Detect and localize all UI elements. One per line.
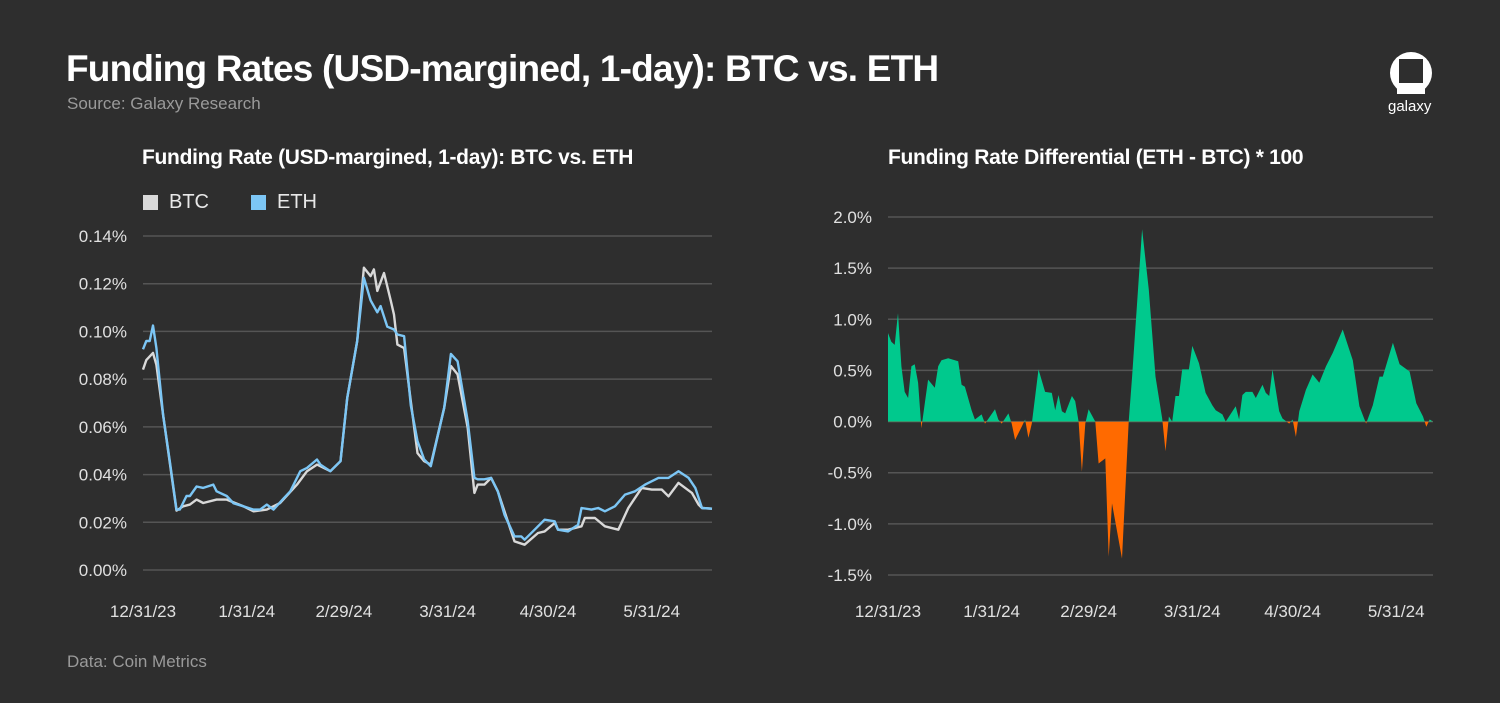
right-chart-y-tick-label: -0.5% xyxy=(828,464,872,483)
left-chart-y-tick-label: 0.00% xyxy=(79,561,127,580)
left-chart-x-tick-label: 12/31/23 xyxy=(110,602,176,621)
left-chart-y-tick-label: 0.12% xyxy=(79,275,127,294)
series-line-btc xyxy=(141,266,713,546)
legend-swatch-btc xyxy=(143,195,158,210)
series-line-eth xyxy=(141,276,713,541)
right-chart-title: Funding Rate Differential (ETH - BTC) * … xyxy=(888,146,1304,169)
left-chart-title: Funding Rate (USD-margined, 1-day): BTC … xyxy=(142,146,634,169)
left-chart-y-tick-label: 0.14% xyxy=(79,227,127,246)
legend-label-btc: BTC xyxy=(169,191,209,213)
source-note: Source: Galaxy Research xyxy=(67,94,261,113)
right-chart-y-tick-label: -1.0% xyxy=(828,515,872,534)
galaxy-logo-icon xyxy=(1390,52,1432,94)
left-chart-x-tick-label: 5/31/24 xyxy=(623,602,680,621)
left-chart-y-tick-label: 0.06% xyxy=(79,418,127,437)
right-chart-y-tick-label: -1.5% xyxy=(828,566,872,585)
right-chart-x-tick-label: 12/31/23 xyxy=(855,602,921,621)
left-chart-y-tick-label: 0.02% xyxy=(79,513,127,532)
right-chart-y-tick-label: 2.0% xyxy=(833,208,872,227)
logo-text: galaxy xyxy=(1388,98,1432,115)
right-chart-y-tick-label: 1.5% xyxy=(833,259,872,278)
left-chart-y-tick-label: 0.08% xyxy=(79,370,127,389)
differential-area-positive xyxy=(888,229,1433,422)
right-chart-x-tick-label: 5/31/24 xyxy=(1368,602,1425,621)
legend-swatch-eth xyxy=(251,195,266,210)
left-chart-x-tick-label: 3/31/24 xyxy=(419,602,476,621)
data-source-note: Data: Coin Metrics xyxy=(67,652,207,671)
right-chart-y-tick-label: 0.0% xyxy=(833,413,872,432)
right-chart-x-tick-label: 3/31/24 xyxy=(1164,602,1221,621)
right-chart-y-tick-label: 1.0% xyxy=(833,310,872,329)
legend-item-btc: BTC xyxy=(143,191,209,214)
left-chart-y-tick-label: 0.04% xyxy=(79,466,127,485)
right-chart-x-tick-label: 2/29/24 xyxy=(1060,602,1117,621)
page-title: Funding Rates (USD-margined, 1-day): BTC… xyxy=(66,48,939,89)
right-chart-x-tick-label: 4/30/24 xyxy=(1264,602,1321,621)
galaxy-logo xyxy=(1386,52,1436,118)
left-chart-x-tick-label: 2/29/24 xyxy=(315,602,372,621)
left-chart-y-tick-label: 0.10% xyxy=(79,322,127,341)
legend-label-eth: ETH xyxy=(277,191,317,213)
right-chart-y-tick-label: 0.5% xyxy=(833,361,872,380)
right-chart-x-tick-label: 1/31/24 xyxy=(963,602,1020,621)
legend-item-eth: ETH xyxy=(251,191,317,214)
left-chart-x-tick-label: 4/30/24 xyxy=(520,602,577,621)
left-chart-x-tick-label: 1/31/24 xyxy=(218,602,275,621)
